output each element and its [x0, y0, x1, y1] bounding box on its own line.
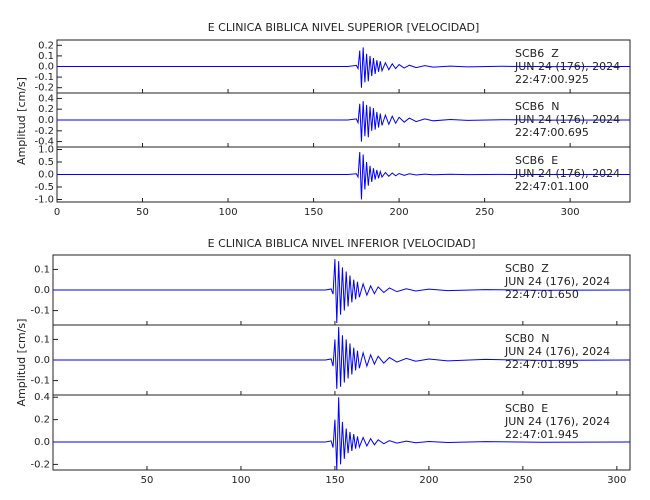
trace-time: 22:47:01.100 [515, 180, 589, 193]
trace-date: JUN 24 (176), 2024 [514, 60, 620, 73]
y-tick-label: 0.0 [38, 115, 54, 126]
trace-time: 22:47:00.925 [515, 73, 589, 86]
trace-time: 22:47:01.650 [505, 288, 579, 301]
y-tick-label: 0.0 [34, 285, 50, 296]
y-tick-label: 0.0 [38, 62, 54, 73]
y-tick-label: -0.2 [30, 459, 50, 470]
x-tick-label: 200 [419, 475, 438, 486]
trace-time: 22:47:00.695 [515, 126, 589, 139]
waveform [57, 151, 631, 200]
y-tick-label: -1.0 [34, 195, 54, 206]
y-tick-label: -0.2 [34, 83, 54, 94]
y-tick-label: 0.2 [34, 415, 50, 426]
trace-date: JUN 24 (176), 2024 [514, 167, 620, 180]
x-tick-label: 100 [218, 207, 237, 218]
y-tick-label: 0.0 [34, 437, 50, 448]
trace-time: 22:47:01.945 [505, 428, 579, 441]
y-tick-label: -0.1 [30, 376, 50, 387]
trace-name: SCB0 E [505, 402, 548, 415]
y-axis-label: Amplitud [cm/s] [15, 77, 28, 165]
trace-date: JUN 24 (176), 2024 [514, 113, 620, 126]
trace-date: JUN 24 (176), 2024 [504, 275, 610, 288]
x-tick-label: 50 [136, 207, 149, 218]
y-tick-label: 0.4 [38, 93, 54, 104]
x-tick-label: 50 [141, 475, 154, 486]
chart-title: E CLINICA BIBLICA NIVEL INFERIOR [VELOCI… [208, 237, 476, 250]
y-tick-label: 0.0 [34, 355, 50, 366]
trace-name: SCB6 E [515, 154, 558, 167]
waveform [53, 397, 631, 471]
x-tick-label: 100 [231, 475, 250, 486]
y-tick-label: 0.1 [34, 334, 50, 345]
trace-name: SCB6 N [515, 100, 559, 113]
trace-name: SCB0 Z [505, 262, 549, 275]
x-tick-label: 300 [561, 207, 580, 218]
y-tick-label: 0.5 [38, 157, 54, 168]
waveform [53, 259, 631, 323]
waveform [57, 47, 631, 88]
y-tick-label: 0.1 [34, 264, 50, 275]
y-tick-label: 0.0 [38, 170, 54, 181]
y-tick-label: -0.4 [34, 137, 54, 148]
x-tick-label: 0 [54, 207, 60, 218]
y-tick-label: 0.2 [38, 40, 54, 51]
chart-title: E CLINICA BIBLICA NIVEL SUPERIOR [VELOCI… [208, 21, 480, 34]
trace-date: JUN 24 (176), 2024 [504, 345, 610, 358]
x-tick-label: 150 [304, 207, 323, 218]
waveform [57, 101, 631, 142]
trace-date: JUN 24 (176), 2024 [504, 415, 610, 428]
x-tick-label: 300 [607, 475, 626, 486]
waveform [53, 327, 631, 389]
y-tick-label: -0.1 [34, 72, 54, 83]
y-tick-label: 0.2 [38, 104, 54, 115]
y-tick-label: -0.2 [34, 126, 54, 137]
y-tick-label: 0.4 [34, 392, 50, 403]
x-tick-label: 250 [475, 207, 494, 218]
x-tick-label: 250 [513, 475, 532, 486]
y-tick-label: 1.0 [38, 145, 54, 156]
trace-name: SCB6 Z [515, 47, 559, 60]
panel-frame [52, 394, 631, 471]
y-tick-label: -0.5 [34, 182, 54, 193]
trace-time: 22:47:01.895 [505, 358, 579, 371]
trace-name: SCB0 N [505, 332, 549, 345]
x-tick-label: 200 [390, 207, 409, 218]
y-tick-label: -0.1 [30, 306, 50, 317]
y-tick-label: 0.1 [38, 51, 54, 62]
y-axis-label: Amplitud [cm/s] [15, 319, 28, 407]
x-tick-label: 150 [325, 475, 344, 486]
